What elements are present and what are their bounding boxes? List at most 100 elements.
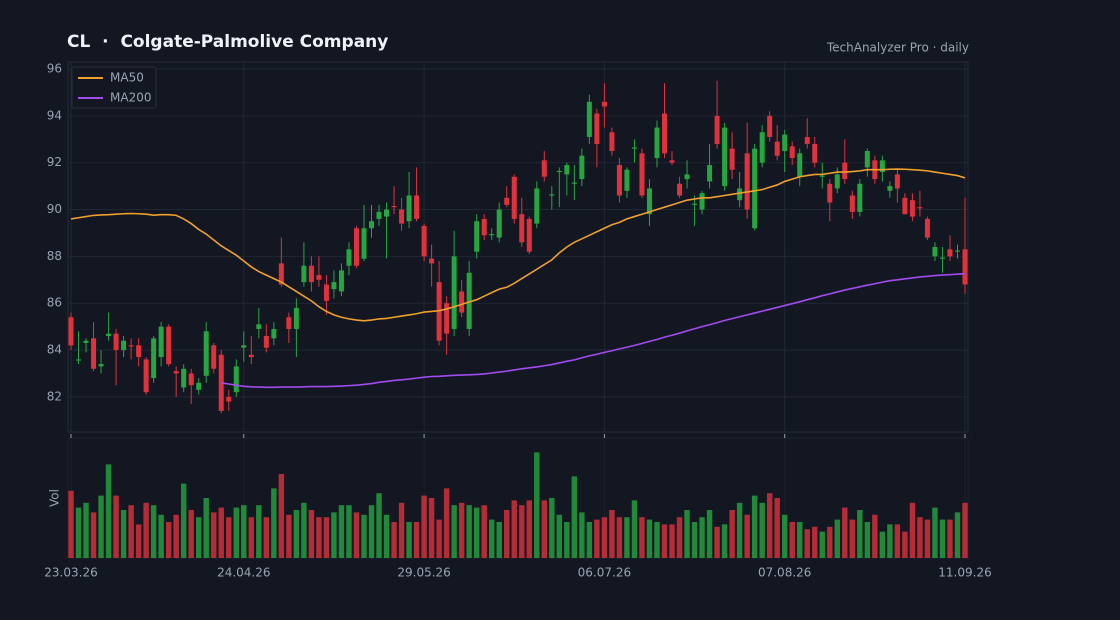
candle-body — [616, 165, 622, 196]
volume-bar — [203, 498, 209, 558]
volume-bar — [661, 524, 668, 558]
candle-body — [308, 265, 314, 283]
volume-bar — [519, 505, 525, 558]
x-tick-label: 07.08.26 — [758, 566, 811, 580]
candle-body — [789, 146, 795, 159]
volume-bar — [586, 522, 593, 558]
volume-bar — [391, 522, 397, 558]
candle-body — [293, 307, 299, 329]
volume-bar — [932, 507, 938, 558]
candle-body — [406, 195, 412, 222]
volume-bar — [406, 522, 412, 558]
candle-body — [677, 183, 683, 196]
volume-bar — [376, 493, 382, 558]
candle-body — [323, 284, 329, 301]
volume-bar — [541, 500, 547, 558]
volume-bar — [556, 514, 563, 558]
candle-body — [609, 132, 615, 151]
candle-body — [233, 366, 239, 393]
volume-bar — [962, 502, 968, 558]
volume-bar — [436, 519, 442, 558]
legend-label: MA200 — [110, 91, 151, 105]
volume-bar — [804, 529, 810, 558]
candle-body — [248, 354, 254, 358]
volume-bar — [263, 517, 270, 558]
candle-body — [534, 188, 540, 224]
volume-bar — [473, 507, 480, 558]
volume-bar — [248, 517, 255, 558]
candle-body — [556, 170, 562, 173]
candle-body — [924, 218, 930, 238]
candle-body — [541, 160, 547, 177]
volume-bar — [188, 510, 194, 558]
volume-bar — [924, 519, 931, 558]
y-tick-label: 82 — [47, 389, 62, 403]
candle-body — [699, 193, 705, 210]
candle-body — [173, 371, 179, 374]
candle-body — [646, 188, 652, 215]
candle-body — [451, 256, 457, 329]
volume-bar — [293, 510, 300, 558]
candle-body — [684, 174, 690, 180]
x-tick-label: 29.05.26 — [397, 566, 450, 580]
volume-bar — [443, 488, 450, 558]
candle-body — [271, 328, 277, 339]
candle-body — [744, 153, 750, 210]
volume-bar — [128, 505, 134, 558]
candle-body — [804, 136, 810, 144]
volume-bar — [165, 522, 172, 558]
y-tick-label: 90 — [47, 202, 62, 216]
candle-body — [143, 359, 149, 393]
volume-bar — [323, 517, 330, 558]
candle-body — [594, 113, 600, 144]
volume-bar — [857, 510, 863, 558]
candle-body — [391, 206, 397, 208]
y-tick-label: 96 — [47, 62, 62, 76]
volume-bar — [331, 512, 337, 558]
candle-body — [909, 200, 915, 217]
volume-bar — [196, 517, 202, 558]
price-frame — [67, 61, 969, 433]
candle-body — [707, 165, 713, 182]
candle-body — [819, 175, 825, 177]
volume-bar — [879, 531, 886, 558]
candle-body — [737, 188, 743, 201]
candle-body — [474, 221, 480, 252]
candle-body — [939, 257, 945, 259]
volume-bar — [571, 476, 578, 558]
candle-body — [857, 183, 863, 212]
volume-bar — [812, 526, 818, 558]
volume-bar — [729, 510, 735, 558]
x-tick-label: 24.04.26 — [217, 566, 270, 580]
volume-bar — [226, 517, 232, 558]
volume-bar — [714, 526, 720, 558]
volume-bar — [736, 502, 743, 558]
candle-body — [526, 218, 532, 252]
candle-body — [954, 250, 960, 252]
volume-bar — [90, 512, 97, 558]
candle-body — [113, 333, 119, 351]
volume-bar — [639, 517, 645, 558]
candle-body — [369, 221, 375, 229]
candle-body — [601, 101, 607, 107]
volume-bar — [706, 510, 713, 558]
candle-body — [654, 127, 660, 159]
volume-bar — [218, 507, 224, 558]
volume-bar — [594, 519, 600, 558]
volume-bar — [774, 498, 780, 558]
volume-bar — [346, 505, 352, 558]
candle-body — [316, 275, 322, 280]
candle-body — [331, 282, 337, 290]
volume-bar — [278, 474, 285, 558]
volume-bar — [383, 514, 390, 558]
volume-bar — [601, 517, 608, 558]
volume-bar — [819, 531, 825, 558]
candle-body — [639, 153, 645, 196]
candle-body — [188, 373, 194, 386]
chart-title: CL · Colgate-Palmolive Company — [67, 32, 388, 52]
candle-body — [511, 176, 517, 219]
candle-body — [421, 225, 427, 257]
candle-body — [466, 272, 472, 329]
volume-bar — [744, 514, 750, 558]
volume-bar — [609, 510, 615, 558]
